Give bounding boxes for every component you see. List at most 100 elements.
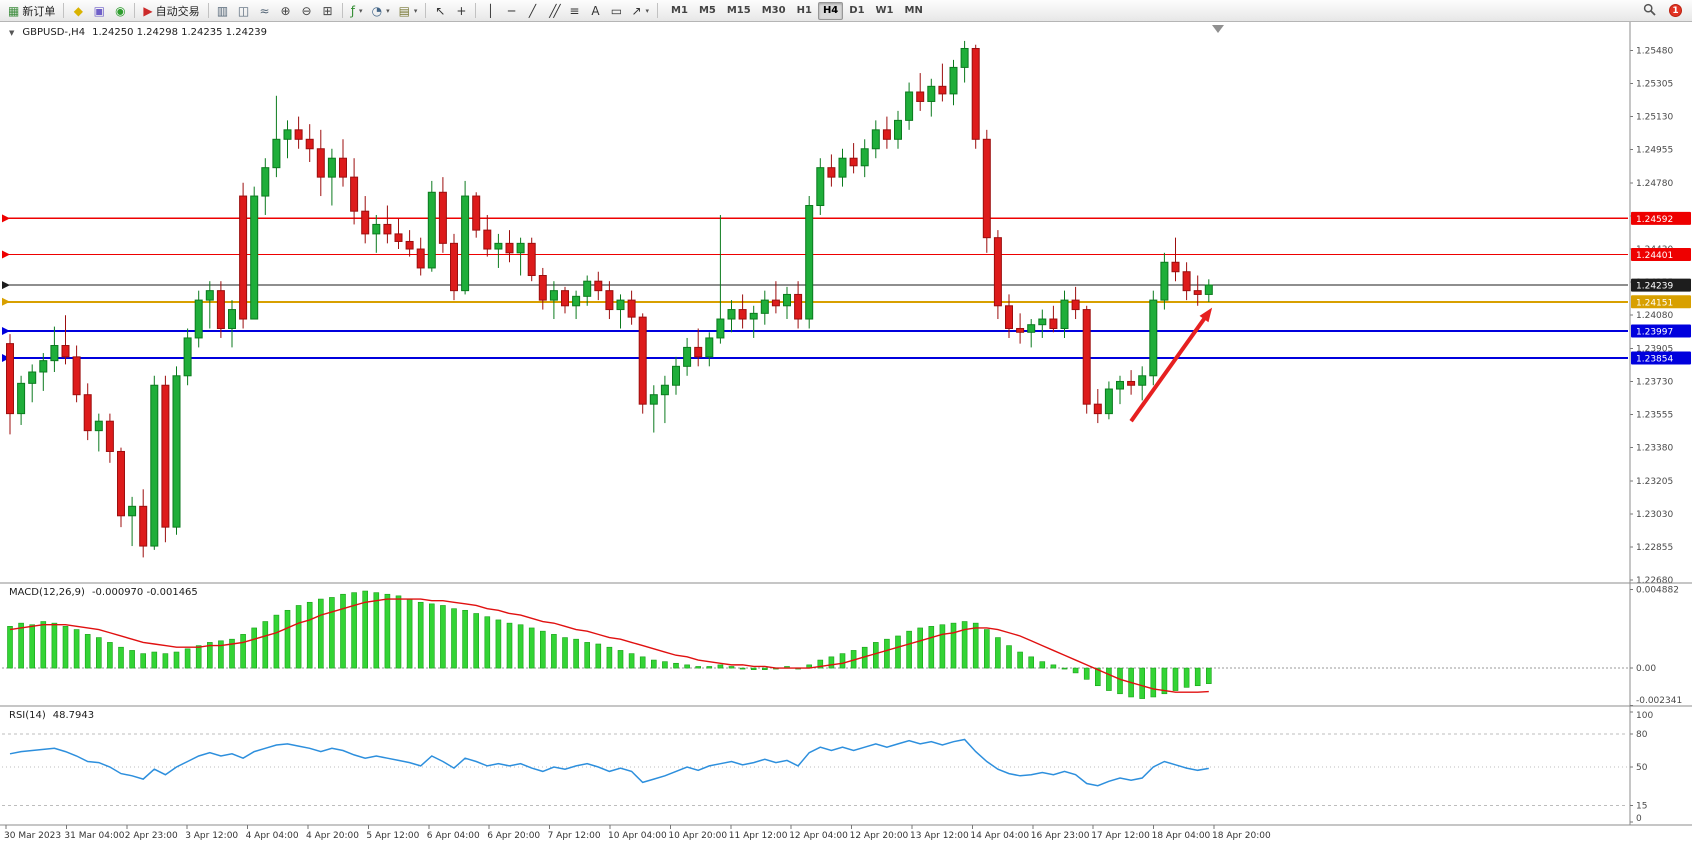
periods-button[interactable]: ◔ ▾ bbox=[368, 1, 394, 20]
zoom-in-button[interactable]: ⊕ bbox=[276, 1, 296, 20]
dropdown-caret-icon: ▾ bbox=[358, 6, 363, 15]
templates-button[interactable]: ▤ ▾ bbox=[395, 1, 422, 20]
indicators-icon: ƒ bbox=[350, 3, 355, 18]
resistance-line[interactable] bbox=[2, 214, 1628, 223]
line-chart-icon: ≈ bbox=[259, 3, 270, 18]
svg-text:4 Apr 20:00: 4 Apr 20:00 bbox=[306, 831, 359, 841]
metaeditor-button[interactable]: ◆ bbox=[68, 1, 88, 20]
rsi-axis[interactable]: 100 80 50 15 0 bbox=[1630, 711, 1653, 824]
zoom-in-icon: ⊕ bbox=[280, 3, 291, 18]
toolbar-separator bbox=[134, 3, 136, 18]
timeframe-button-m30[interactable]: M30 bbox=[757, 2, 791, 20]
bar-chart-button[interactable]: ▥ bbox=[213, 1, 233, 20]
svg-text:1.23854: 1.23854 bbox=[1636, 355, 1673, 365]
svg-text:15: 15 bbox=[1636, 802, 1647, 812]
svg-text:6 Apr 04:00: 6 Apr 04:00 bbox=[427, 831, 480, 841]
time-axis[interactable]: 30 Mar 2023 31 Mar 04:00 2 Apr 23:00 3 Apr … bbox=[4, 825, 1271, 841]
svg-text:12 Apr 20:00: 12 Apr 20:00 bbox=[850, 831, 909, 841]
text-label-icon: ▭ bbox=[610, 3, 623, 18]
timeframe-button-w1[interactable]: W1 bbox=[871, 2, 899, 20]
rsi-panel-header: RSI(14) 48.7943 bbox=[9, 710, 94, 721]
candlestick-chart-button[interactable]: ◫ bbox=[234, 1, 254, 20]
svg-text:1.25130: 1.25130 bbox=[1636, 113, 1673, 123]
level-left-marker bbox=[2, 214, 10, 223]
market-watch-button[interactable]: ▣ bbox=[89, 1, 109, 20]
new-order-button[interactable]: ▦ 新订单 bbox=[4, 1, 59, 20]
search-button[interactable] bbox=[1639, 1, 1660, 20]
cursor-button[interactable]: ↖ bbox=[430, 1, 450, 20]
dropdown-caret-icon: ▾ bbox=[413, 6, 418, 15]
support-line[interactable] bbox=[2, 354, 1628, 362]
macd-panel-header: MACD(12,26,9) -0.000970 -0.001465 bbox=[9, 587, 198, 598]
svg-text:7 Apr 12:00: 7 Apr 12:00 bbox=[548, 831, 601, 841]
arrows-button[interactable]: ↗ ▾ bbox=[627, 1, 653, 20]
auto-trading-button[interactable]: ▶ 自动交易 bbox=[139, 1, 203, 20]
crosshair-button[interactable]: + bbox=[451, 1, 471, 20]
macd-axis[interactable]: 0.004882 0.00 -0.002341 bbox=[1630, 586, 1682, 707]
vertical-line-button[interactable]: │ bbox=[480, 1, 500, 20]
level-lines[interactable] bbox=[2, 214, 1628, 362]
notifications-button[interactable]: 1 bbox=[1665, 1, 1686, 20]
equidistant-channel-button[interactable]: ╱╱ bbox=[543, 1, 563, 20]
svg-text:10 Apr 04:00: 10 Apr 04:00 bbox=[608, 831, 667, 841]
support-line[interactable] bbox=[2, 326, 1628, 335]
panel-separators[interactable] bbox=[0, 22, 1692, 826]
svg-text:3 Apr 12:00: 3 Apr 12:00 bbox=[185, 831, 238, 841]
trendline-button[interactable]: ╱ bbox=[522, 1, 542, 20]
auto-trading-icon: ▶ bbox=[143, 3, 153, 18]
indicators-button[interactable]: ƒ ▾ bbox=[347, 1, 367, 20]
line-chart-button[interactable]: ≈ bbox=[255, 1, 275, 20]
svg-text:1.22855: 1.22855 bbox=[1636, 543, 1673, 553]
fibonacci-icon: ≡ bbox=[569, 3, 580, 18]
svg-text:0.00: 0.00 bbox=[1636, 664, 1656, 674]
timeframe-button-h1[interactable]: H1 bbox=[792, 2, 817, 20]
timeframe-button-d1[interactable]: D1 bbox=[844, 2, 869, 20]
timeframe-button-mn[interactable]: MN bbox=[900, 2, 928, 20]
svg-text:10 Apr 20:00: 10 Apr 20:00 bbox=[668, 831, 727, 841]
toolbar-separator bbox=[63, 3, 65, 18]
navigator-button[interactable]: ◉ bbox=[110, 1, 130, 20]
resistance-line-badge: 1.24592 bbox=[1631, 211, 1691, 225]
market-watch-icon: ▣ bbox=[93, 3, 106, 18]
horizontal-line-button[interactable]: ─ bbox=[501, 1, 521, 20]
svg-text:100: 100 bbox=[1636, 711, 1653, 721]
toolbar-separator bbox=[475, 3, 477, 18]
text-label-button[interactable]: ▭ bbox=[606, 1, 626, 20]
resistance-line[interactable] bbox=[2, 250, 1628, 259]
periods-icon: ◔ bbox=[371, 3, 383, 18]
templates-icon: ▤ bbox=[398, 3, 410, 18]
text-icon: A bbox=[591, 3, 600, 18]
toolbar-separator bbox=[341, 3, 343, 18]
new-order-icon: ▦ bbox=[8, 3, 20, 18]
chart-collapse-toggle[interactable]: ▼ bbox=[9, 28, 15, 37]
resistance-line-badge: 1.24401 bbox=[1631, 248, 1691, 262]
chart-shift-marker[interactable] bbox=[1212, 25, 1224, 33]
timeframe-button-m5[interactable]: M5 bbox=[694, 2, 721, 20]
fibonacci-button[interactable]: ≡ bbox=[564, 1, 584, 20]
pivot-line[interactable] bbox=[2, 297, 1628, 306]
timeframe-button-m15[interactable]: M15 bbox=[722, 2, 756, 20]
zoom-out-button[interactable]: ⊖ bbox=[297, 1, 317, 20]
auto-trading-label: 自动交易 bbox=[155, 4, 200, 18]
price-axis[interactable]: 1.254801.253051.251301.249551.247801.246… bbox=[1630, 46, 1673, 586]
timeframe-button-m1[interactable]: M1 bbox=[666, 2, 693, 20]
svg-text:12 Apr 04:00: 12 Apr 04:00 bbox=[789, 831, 848, 841]
trend-arrow-annotation[interactable] bbox=[1129, 307, 1213, 423]
candlestick-chart-icon: ◫ bbox=[237, 3, 250, 18]
text-button[interactable]: A bbox=[585, 1, 605, 20]
svg-text:50: 50 bbox=[1636, 763, 1648, 773]
svg-text:0.004882: 0.004882 bbox=[1636, 586, 1679, 596]
chart-symbol-label: GBPUSD-,H4 bbox=[22, 27, 86, 38]
svg-text:2 Apr 23:00: 2 Apr 23:00 bbox=[125, 831, 178, 841]
dropdown-caret-icon: ▾ bbox=[645, 6, 650, 15]
current-price-line[interactable] bbox=[2, 281, 1628, 290]
svg-text:13 Apr 12:00: 13 Apr 12:00 bbox=[910, 831, 969, 841]
timeframe-button-h4[interactable]: H4 bbox=[817, 1, 844, 20]
timeframe-button-group: M1 M5 M15 M30 H1 H4 D1 W1 MN bbox=[666, 1, 928, 20]
chart-header: ▼ GBPUSD-,H4 1.24250 1.24298 1.24235 1.2… bbox=[9, 27, 267, 38]
zoom-out-icon: ⊖ bbox=[301, 3, 312, 18]
tile-windows-button[interactable]: ⊞ bbox=[318, 1, 338, 20]
toolbar-separator bbox=[207, 3, 209, 18]
trendline-icon: ╱ bbox=[528, 3, 537, 18]
